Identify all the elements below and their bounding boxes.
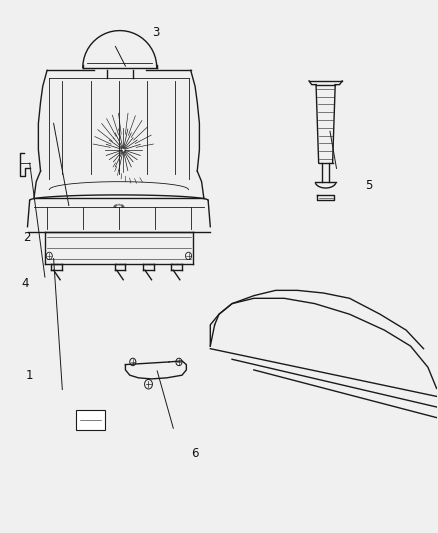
Text: 2: 2 [23,231,30,244]
Text: 4: 4 [21,277,29,290]
Text: 5: 5 [365,180,373,192]
FancyBboxPatch shape [76,410,105,430]
Text: 1: 1 [26,369,33,382]
Text: 6: 6 [191,447,199,459]
Text: 3: 3 [152,26,159,38]
